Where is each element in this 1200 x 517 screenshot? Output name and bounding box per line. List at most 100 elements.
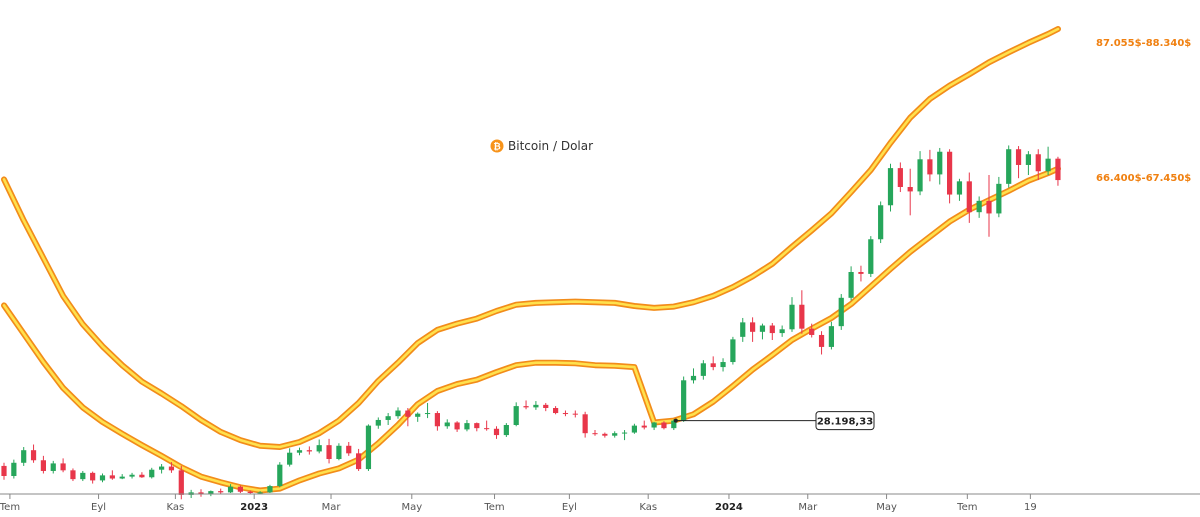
- candle: [287, 448, 293, 467]
- candle-body: [336, 445, 342, 459]
- x-tick-label: 2024: [715, 502, 743, 513]
- candle-body: [80, 472, 86, 480]
- candle: [631, 423, 637, 434]
- candle-body: [996, 183, 1002, 214]
- candle: [947, 149, 953, 204]
- candle: [740, 317, 746, 342]
- candle: [769, 323, 775, 340]
- candle: [385, 413, 391, 425]
- candle: [799, 290, 805, 334]
- candle: [759, 323, 766, 340]
- candle: [60, 458, 66, 473]
- candle-body: [178, 470, 184, 495]
- candle-body: [720, 362, 726, 368]
- candle-body: [434, 413, 440, 427]
- x-tick: 2023: [240, 494, 268, 513]
- candle: [1025, 151, 1031, 176]
- candle: [356, 448, 362, 471]
- candle-body: [1035, 154, 1041, 172]
- candle-body: [671, 420, 677, 429]
- x-tick-label: Tem: [956, 502, 977, 513]
- candle-body: [562, 413, 569, 415]
- x-tick-label: May: [401, 502, 422, 513]
- candle: [976, 196, 982, 218]
- candle: [730, 336, 736, 365]
- candle: [395, 407, 401, 419]
- candle: [1015, 146, 1022, 179]
- candle: [779, 325, 785, 337]
- candle: [316, 439, 322, 454]
- candle: [424, 402, 431, 419]
- upper-band-outer: [1, 26, 1061, 450]
- candle: [208, 490, 214, 497]
- x-tick-label: Kas: [167, 502, 185, 513]
- candle-body: [415, 413, 421, 417]
- candle-body: [257, 492, 263, 494]
- candle: [454, 421, 460, 432]
- candle-body: [828, 326, 834, 347]
- candle: [326, 438, 332, 464]
- candle: [848, 266, 854, 301]
- candle-body: [454, 422, 460, 430]
- candle: [237, 485, 243, 493]
- candle: [198, 489, 204, 497]
- candle: [90, 471, 96, 484]
- candle-body: [119, 476, 125, 479]
- candle: [602, 432, 608, 438]
- candle-body: [1, 465, 7, 476]
- candle: [1006, 145, 1012, 188]
- candle-body: [592, 433, 598, 435]
- candle-body: [21, 450, 27, 463]
- bitcoin-icon-glyph: ₿: [493, 142, 500, 153]
- candle-body: [543, 404, 549, 408]
- candle-body: [444, 422, 450, 427]
- candle: [651, 421, 657, 431]
- labels-layer: 87.055$-88.340$ 66.400$-67.450$: [1096, 38, 1191, 184]
- candle-body: [572, 413, 578, 415]
- candle: [434, 411, 440, 431]
- candle-body: [553, 408, 559, 414]
- candle-body: [779, 329, 785, 334]
- candle-body: [129, 474, 135, 477]
- x-tick: 19: [1024, 494, 1037, 513]
- candle: [818, 331, 825, 355]
- candle: [533, 401, 539, 410]
- candle-body: [690, 375, 697, 381]
- candle: [1035, 149, 1041, 181]
- x-tick: Eyl: [562, 494, 577, 513]
- candle: [50, 460, 56, 474]
- band-label: 87.055$-88.340$: [1096, 38, 1191, 49]
- x-tick-label: Mar: [798, 502, 818, 513]
- candle-body: [848, 272, 854, 298]
- candle-body: [90, 472, 96, 481]
- lower-band: [2, 167, 1060, 492]
- candle-body: [947, 151, 953, 195]
- candle: [671, 419, 677, 431]
- candle-body: [681, 380, 687, 421]
- candle-body: [267, 486, 273, 493]
- candle-body: [503, 425, 509, 436]
- candle-body: [730, 339, 736, 363]
- x-tick: Tem: [483, 494, 505, 513]
- candle: [444, 419, 450, 429]
- candle: [493, 426, 500, 439]
- candle-body: [661, 422, 667, 429]
- candle-body: [976, 200, 982, 213]
- x-tick-label: May: [876, 502, 897, 513]
- candle-body: [700, 363, 706, 376]
- candle: [828, 321, 834, 350]
- candle-body: [375, 419, 381, 426]
- candle-body: [60, 463, 66, 471]
- candle: [267, 484, 273, 493]
- candle: [168, 462, 175, 473]
- candle: [139, 472, 145, 478]
- x-tick-label: Eyl: [91, 502, 106, 513]
- upper-band: [2, 27, 1060, 449]
- candle-body: [651, 422, 657, 428]
- candle-body: [198, 492, 204, 495]
- candle: [907, 168, 913, 216]
- x-tick-label: Tem: [0, 502, 20, 513]
- candle: [346, 442, 352, 456]
- candle-body: [208, 491, 214, 495]
- candle-body: [326, 445, 332, 459]
